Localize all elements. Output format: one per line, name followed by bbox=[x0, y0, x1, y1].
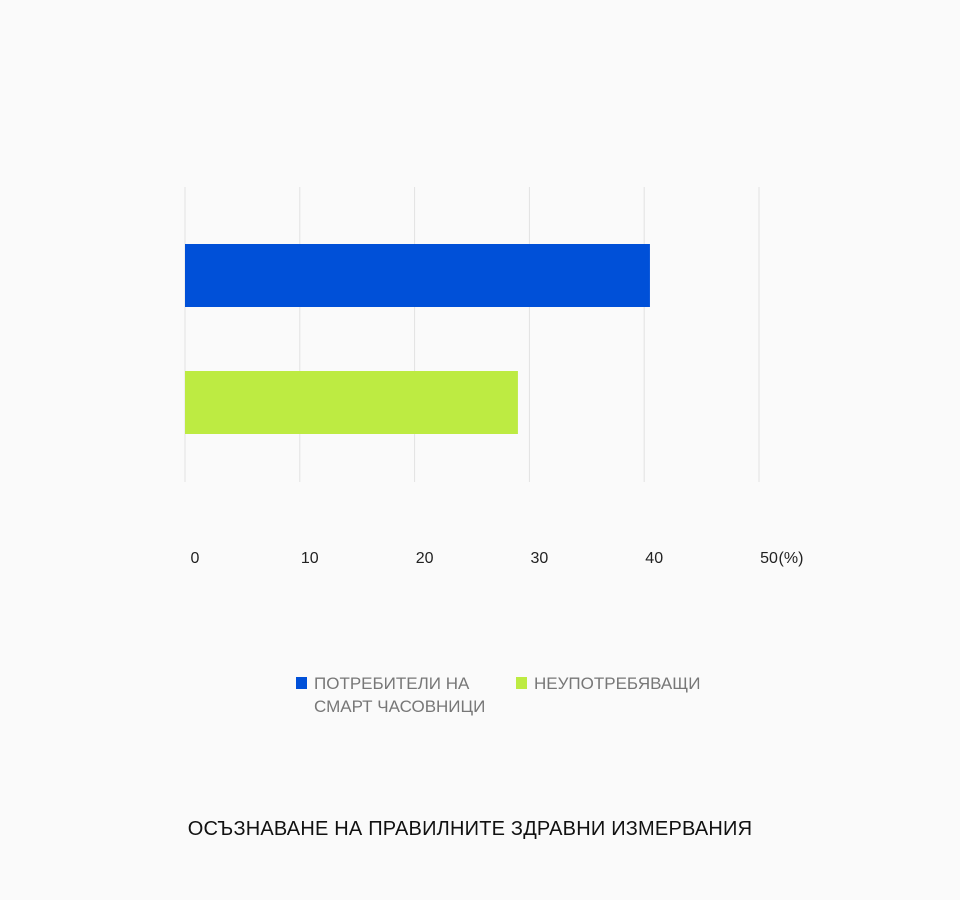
x-axis-unit: (%) bbox=[779, 550, 804, 567]
legend-item: НЕУПОТРЕБЯВАЩИ bbox=[516, 672, 700, 718]
legend-label: ПОТРЕБИТЕЛИ НА СМАРТ ЧАСОВНИЦИ bbox=[314, 674, 486, 716]
x-tick-label: 0 bbox=[191, 550, 200, 567]
x-tick-label: 10 bbox=[301, 550, 319, 567]
x-tick-label: 20 bbox=[416, 550, 434, 567]
legend-swatch bbox=[296, 677, 307, 689]
legend-swatch bbox=[516, 677, 527, 689]
legend-item: ПОТРЕБИТЕЛИ НА СМАРТ ЧАСОВНИЦИ bbox=[296, 672, 494, 718]
legend-label: НЕУПОТРЕБЯВАЩИ bbox=[534, 674, 701, 693]
x-tick-label: 50 bbox=[760, 550, 778, 567]
bar bbox=[185, 371, 518, 434]
x-tick-label: 40 bbox=[645, 550, 663, 567]
legend: ПОТРЕБИТЕЛИ НА СМАРТ ЧАСОВНИЦИ НЕУПОТРЕБЯ… bbox=[296, 672, 700, 718]
bar bbox=[185, 244, 650, 307]
chart-title: ОСЪЗНАВАНЕ НА ПРАВИЛНИТЕ ЗДРАВНИ ИЗМЕРВА… bbox=[187, 818, 753, 840]
x-tick-label: 30 bbox=[531, 550, 549, 567]
